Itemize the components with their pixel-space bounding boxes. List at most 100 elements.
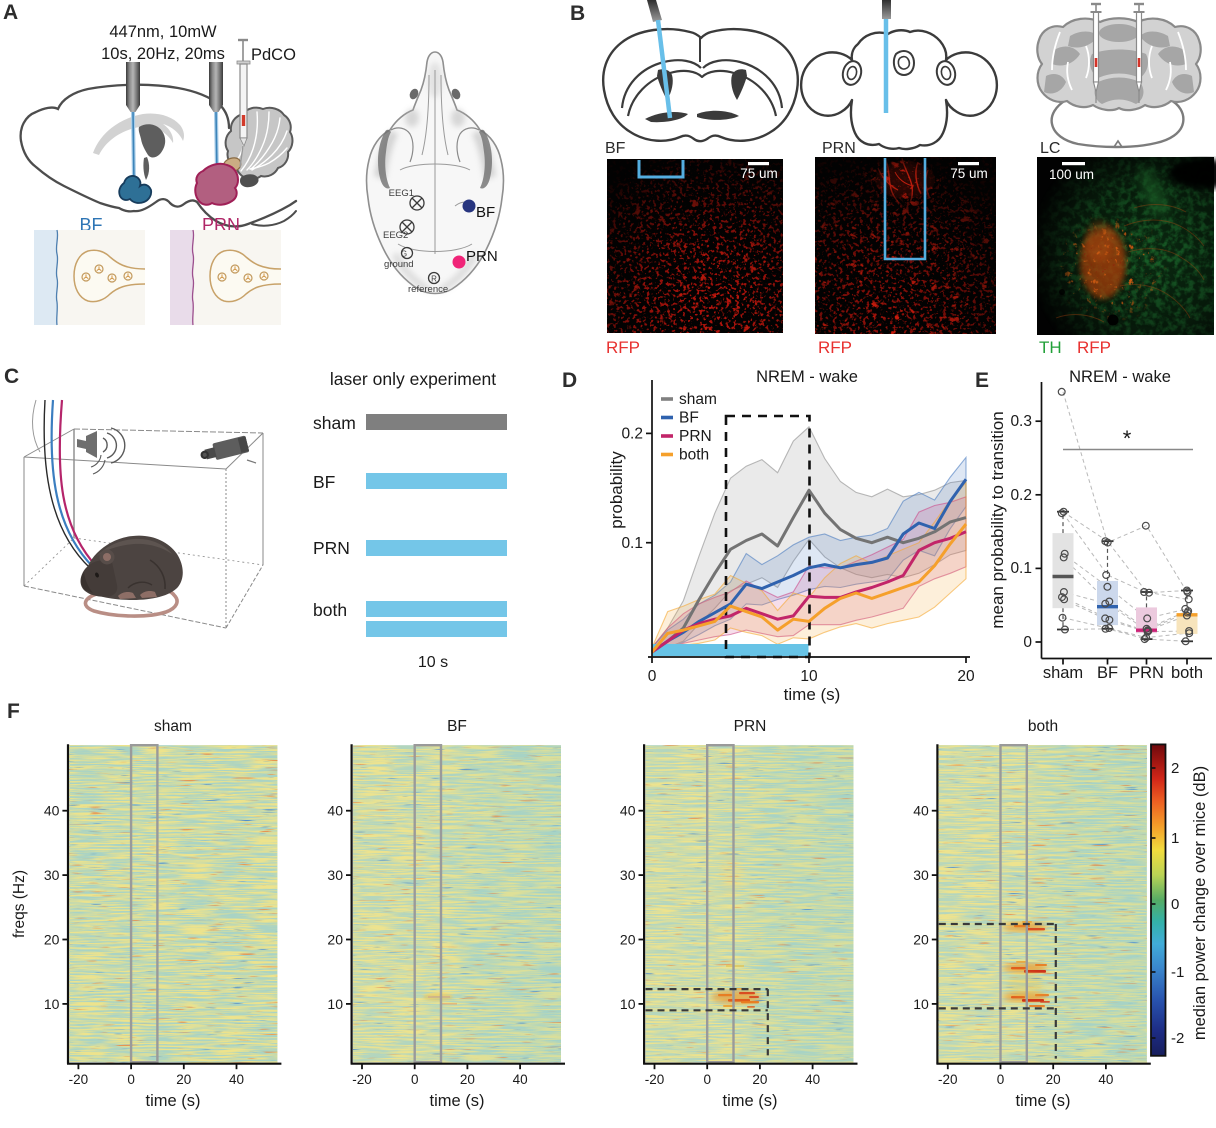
svg-text:40: 40	[805, 1072, 820, 1087]
svg-text:EEG2: EEG2	[383, 230, 408, 241]
svg-text:0.1: 0.1	[1010, 560, 1032, 577]
svg-text:40: 40	[620, 803, 636, 819]
svg-text:20: 20	[752, 1072, 767, 1087]
svg-text:10: 10	[327, 996, 343, 1012]
svg-text:75 um: 75 um	[950, 166, 988, 181]
svg-text:20: 20	[913, 932, 929, 948]
svg-text:*: *	[1123, 426, 1132, 451]
svg-text:sham: sham	[154, 718, 192, 735]
svg-text:20: 20	[44, 932, 60, 948]
svg-text:0.2: 0.2	[621, 426, 643, 443]
svg-text:0.2: 0.2	[1010, 487, 1032, 504]
svg-text:BF: BF	[476, 204, 495, 221]
svg-text:40: 40	[44, 803, 60, 819]
svg-text:10: 10	[913, 996, 929, 1012]
svg-text:PRN: PRN	[466, 248, 498, 265]
svg-text:C: C	[4, 365, 19, 388]
svg-text:-20: -20	[645, 1072, 665, 1087]
svg-text:BF: BF	[1097, 664, 1118, 682]
svg-text:D: D	[562, 369, 577, 392]
svg-text:time (s): time (s)	[430, 1092, 485, 1110]
svg-text:BF: BF	[313, 472, 335, 492]
svg-text:mean probability to transition: mean probability to transition	[988, 411, 1007, 628]
svg-text:freqs (Hz): freqs (Hz)	[11, 870, 28, 938]
svg-text:TH: TH	[1039, 338, 1062, 357]
svg-text:both: both	[1171, 664, 1203, 682]
svg-text:EEG1: EEG1	[389, 188, 414, 199]
svg-text:G: G	[401, 250, 407, 259]
svg-text:RFP: RFP	[1077, 338, 1111, 357]
svg-text:0: 0	[648, 668, 657, 685]
svg-text:100 um: 100 um	[1049, 167, 1094, 182]
svg-text:PRN: PRN	[1129, 664, 1164, 682]
svg-text:B: B	[570, 2, 585, 25]
svg-text:0: 0	[127, 1072, 135, 1087]
svg-text:sham: sham	[313, 413, 356, 433]
svg-text:0: 0	[997, 1072, 1005, 1087]
svg-text:0: 0	[1023, 634, 1032, 651]
svg-text:-2: -2	[1171, 1030, 1184, 1047]
svg-text:probability: probability	[607, 451, 626, 529]
svg-text:both: both	[679, 447, 709, 464]
svg-text:reference: reference	[408, 284, 448, 295]
svg-text:laser only experiment: laser only experiment	[330, 369, 496, 389]
svg-text:30: 30	[44, 867, 60, 883]
svg-text:20: 20	[460, 1072, 475, 1087]
svg-text:75 um: 75 um	[740, 166, 778, 181]
svg-text:10: 10	[800, 668, 818, 685]
svg-text:20: 20	[176, 1072, 191, 1087]
svg-text:PdCO: PdCO	[251, 46, 296, 64]
svg-text:40: 40	[327, 803, 343, 819]
svg-text:10 s: 10 s	[418, 654, 448, 671]
svg-text:40: 40	[513, 1072, 528, 1087]
svg-text:-1: -1	[1171, 964, 1184, 981]
svg-text:time (s): time (s)	[146, 1092, 201, 1110]
svg-text:NREM - wake: NREM - wake	[756, 368, 858, 386]
svg-text:20: 20	[327, 932, 343, 948]
svg-text:30: 30	[913, 867, 929, 883]
svg-text:PRN: PRN	[734, 718, 767, 735]
svg-text:NREM - wake: NREM - wake	[1069, 368, 1171, 386]
svg-text:F: F	[7, 700, 20, 723]
svg-text:time (s): time (s)	[784, 685, 841, 704]
svg-text:20: 20	[1046, 1072, 1061, 1087]
svg-text:both: both	[313, 600, 347, 620]
svg-text:-20: -20	[69, 1072, 89, 1087]
svg-text:0: 0	[703, 1072, 711, 1087]
svg-text:10: 10	[620, 996, 636, 1012]
svg-text:BF: BF	[605, 140, 626, 157]
svg-text:40: 40	[1098, 1072, 1113, 1087]
svg-text:BF: BF	[447, 718, 467, 735]
svg-text:30: 30	[620, 867, 636, 883]
svg-text:0: 0	[1171, 896, 1179, 913]
svg-text:E: E	[975, 369, 989, 392]
svg-text:RFP: RFP	[818, 338, 852, 357]
svg-text:-20: -20	[352, 1072, 372, 1087]
svg-text:ground: ground	[384, 259, 414, 270]
svg-text:RFP: RFP	[606, 338, 640, 357]
svg-text:0.1: 0.1	[621, 535, 643, 552]
svg-text:time (s): time (s)	[1016, 1092, 1071, 1110]
svg-text:PRN: PRN	[822, 140, 856, 157]
svg-text:1: 1	[1171, 830, 1179, 847]
svg-text:PRN: PRN	[679, 428, 712, 445]
svg-text:A: A	[3, 1, 18, 24]
svg-text:40: 40	[229, 1072, 244, 1087]
svg-text:447nm, 10mW: 447nm, 10mW	[109, 23, 217, 41]
svg-text:0: 0	[411, 1072, 419, 1087]
svg-text:2: 2	[1171, 760, 1179, 777]
svg-text:20: 20	[620, 932, 636, 948]
svg-text:10: 10	[44, 996, 60, 1012]
svg-text:both: both	[1028, 718, 1058, 735]
svg-text:BF: BF	[679, 410, 699, 427]
svg-text:40: 40	[913, 803, 929, 819]
svg-text:30: 30	[327, 867, 343, 883]
svg-text:LC: LC	[1040, 140, 1060, 157]
svg-text:sham: sham	[1043, 664, 1083, 682]
svg-text:PRN: PRN	[313, 538, 350, 558]
svg-text:-20: -20	[938, 1072, 958, 1087]
svg-text:10s, 20Hz, 20ms: 10s, 20Hz, 20ms	[101, 45, 225, 63]
svg-text:sham: sham	[679, 391, 717, 408]
svg-text:median power change over mice: median power change over mice (dB)	[1191, 766, 1209, 1040]
svg-text:time (s): time (s)	[723, 1092, 778, 1110]
